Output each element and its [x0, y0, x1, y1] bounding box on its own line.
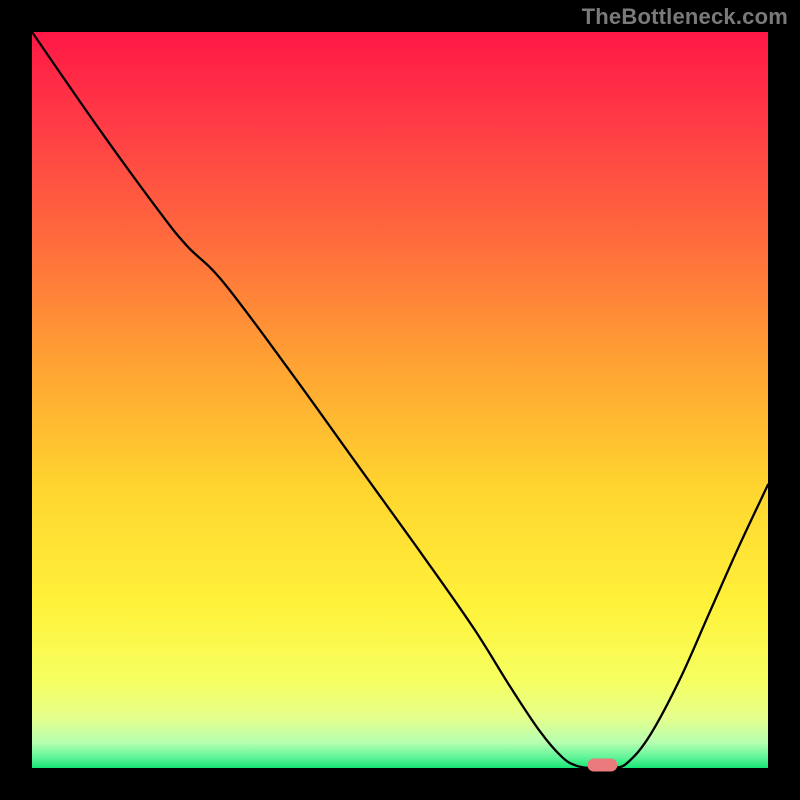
chart-frame: TheBottleneck.com	[0, 0, 800, 800]
bottleneck-chart	[0, 0, 800, 800]
watermark-text: TheBottleneck.com	[582, 4, 788, 30]
optimum-marker	[587, 759, 617, 772]
plot-background	[32, 32, 768, 768]
